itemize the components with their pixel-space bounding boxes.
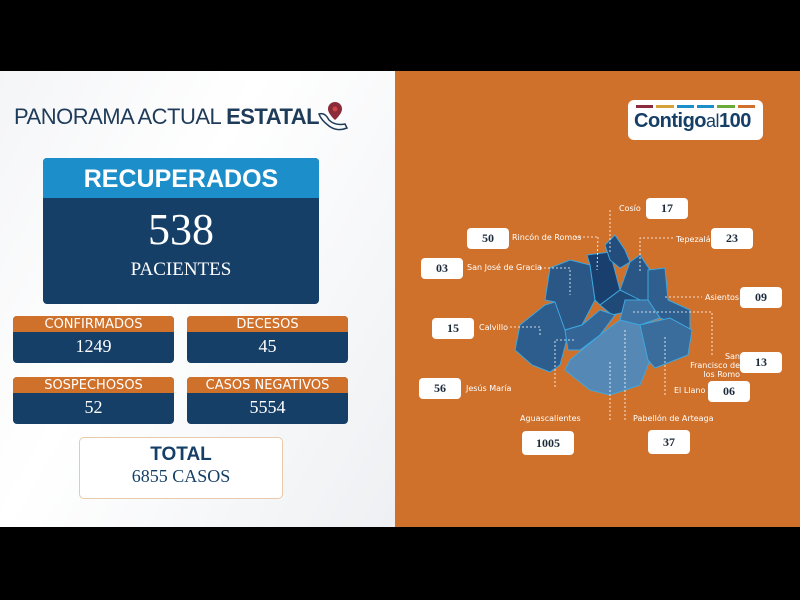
page-title: PANORAMA ACTUAL ESTATAL [14, 104, 320, 129]
logo-color-bar [676, 105, 694, 108]
municipio-label: Pabellón de Arteaga [633, 414, 714, 423]
decesos-card: DECESOS 45 [187, 316, 348, 363]
total-value: 6855 CASOS [131, 466, 231, 486]
stat-value: 52 [84, 397, 103, 417]
recuperados-value: 538 [148, 205, 214, 254]
municipio-count: 09 [740, 287, 782, 308]
logo-color-bar [656, 105, 674, 108]
sospechosos-card: SOSPECHOSOS 52 [13, 377, 174, 424]
municipio-count: 13 [740, 352, 782, 373]
municipio-label: San Francisco de los Romo [690, 352, 740, 379]
stat-value: 45 [258, 336, 277, 356]
municipio-label: Cosío [619, 204, 641, 213]
municipio-count: 50 [467, 228, 509, 249]
total-card: TOTAL 6855 CASOS [79, 437, 283, 499]
logo-color-bar [737, 105, 755, 108]
municipio-count: 15 [432, 318, 474, 339]
map-el-llano [639, 317, 693, 369]
logo-color-bar [636, 105, 654, 108]
municipio-count: 56 [419, 378, 461, 399]
municipio-count: 17 [646, 198, 688, 219]
stat-value: 1249 [75, 336, 112, 356]
casos-negativos-card: CASOS NEGATIVOS 5554 [187, 377, 348, 424]
recuperados-card: RECUPERADOS 538 PACIENTES [43, 158, 319, 304]
municipio-count: 03 [421, 258, 463, 279]
recuperados-unit: PACIENTES [130, 259, 232, 280]
stat-label: DECESOS [187, 316, 348, 332]
map-aguascalientes [564, 319, 651, 396]
logo-color-bar [696, 105, 715, 108]
municipio-count: 37 [648, 430, 690, 454]
municipio-label: San José de Gracia [467, 263, 542, 272]
map-jesus-maria [564, 309, 616, 351]
municipio-label: Asientos [705, 293, 740, 302]
mexico-map-pin-icon [318, 102, 349, 131]
map-san-francisco-de-los-romo [619, 299, 661, 326]
logo-color-bar [717, 105, 735, 108]
leader-lines [510, 210, 713, 420]
stat-label: SOSPECHOSOS [13, 377, 174, 393]
stat-label: CASOS NEGATIVOS [187, 377, 348, 393]
municipio-label: Calvillo [479, 323, 509, 332]
municipio-label: Aguascalientes [520, 414, 581, 423]
municipio-label: El Llano [674, 386, 706, 395]
contigo-al-100-logo: Contigoal100 [628, 100, 763, 140]
municipio-count: 06 [708, 381, 750, 402]
confirmados-card: CONFIRMADOS 1249 [13, 316, 174, 363]
municipio-count: 1005 [522, 431, 574, 455]
recuperados-label: RECUPERADOS [43, 158, 319, 198]
stat-value: 5554 [249, 397, 286, 417]
municipio-label: Tepezalá [676, 235, 711, 244]
municipio-label: Jesús María [466, 384, 512, 393]
total-label: TOTAL [150, 444, 212, 465]
stat-label: CONFIRMADOS [13, 316, 174, 332]
municipio-label: Rincón de Romos [512, 233, 582, 242]
logo-color-bars [636, 105, 755, 108]
municipio-count: 23 [711, 228, 753, 249]
